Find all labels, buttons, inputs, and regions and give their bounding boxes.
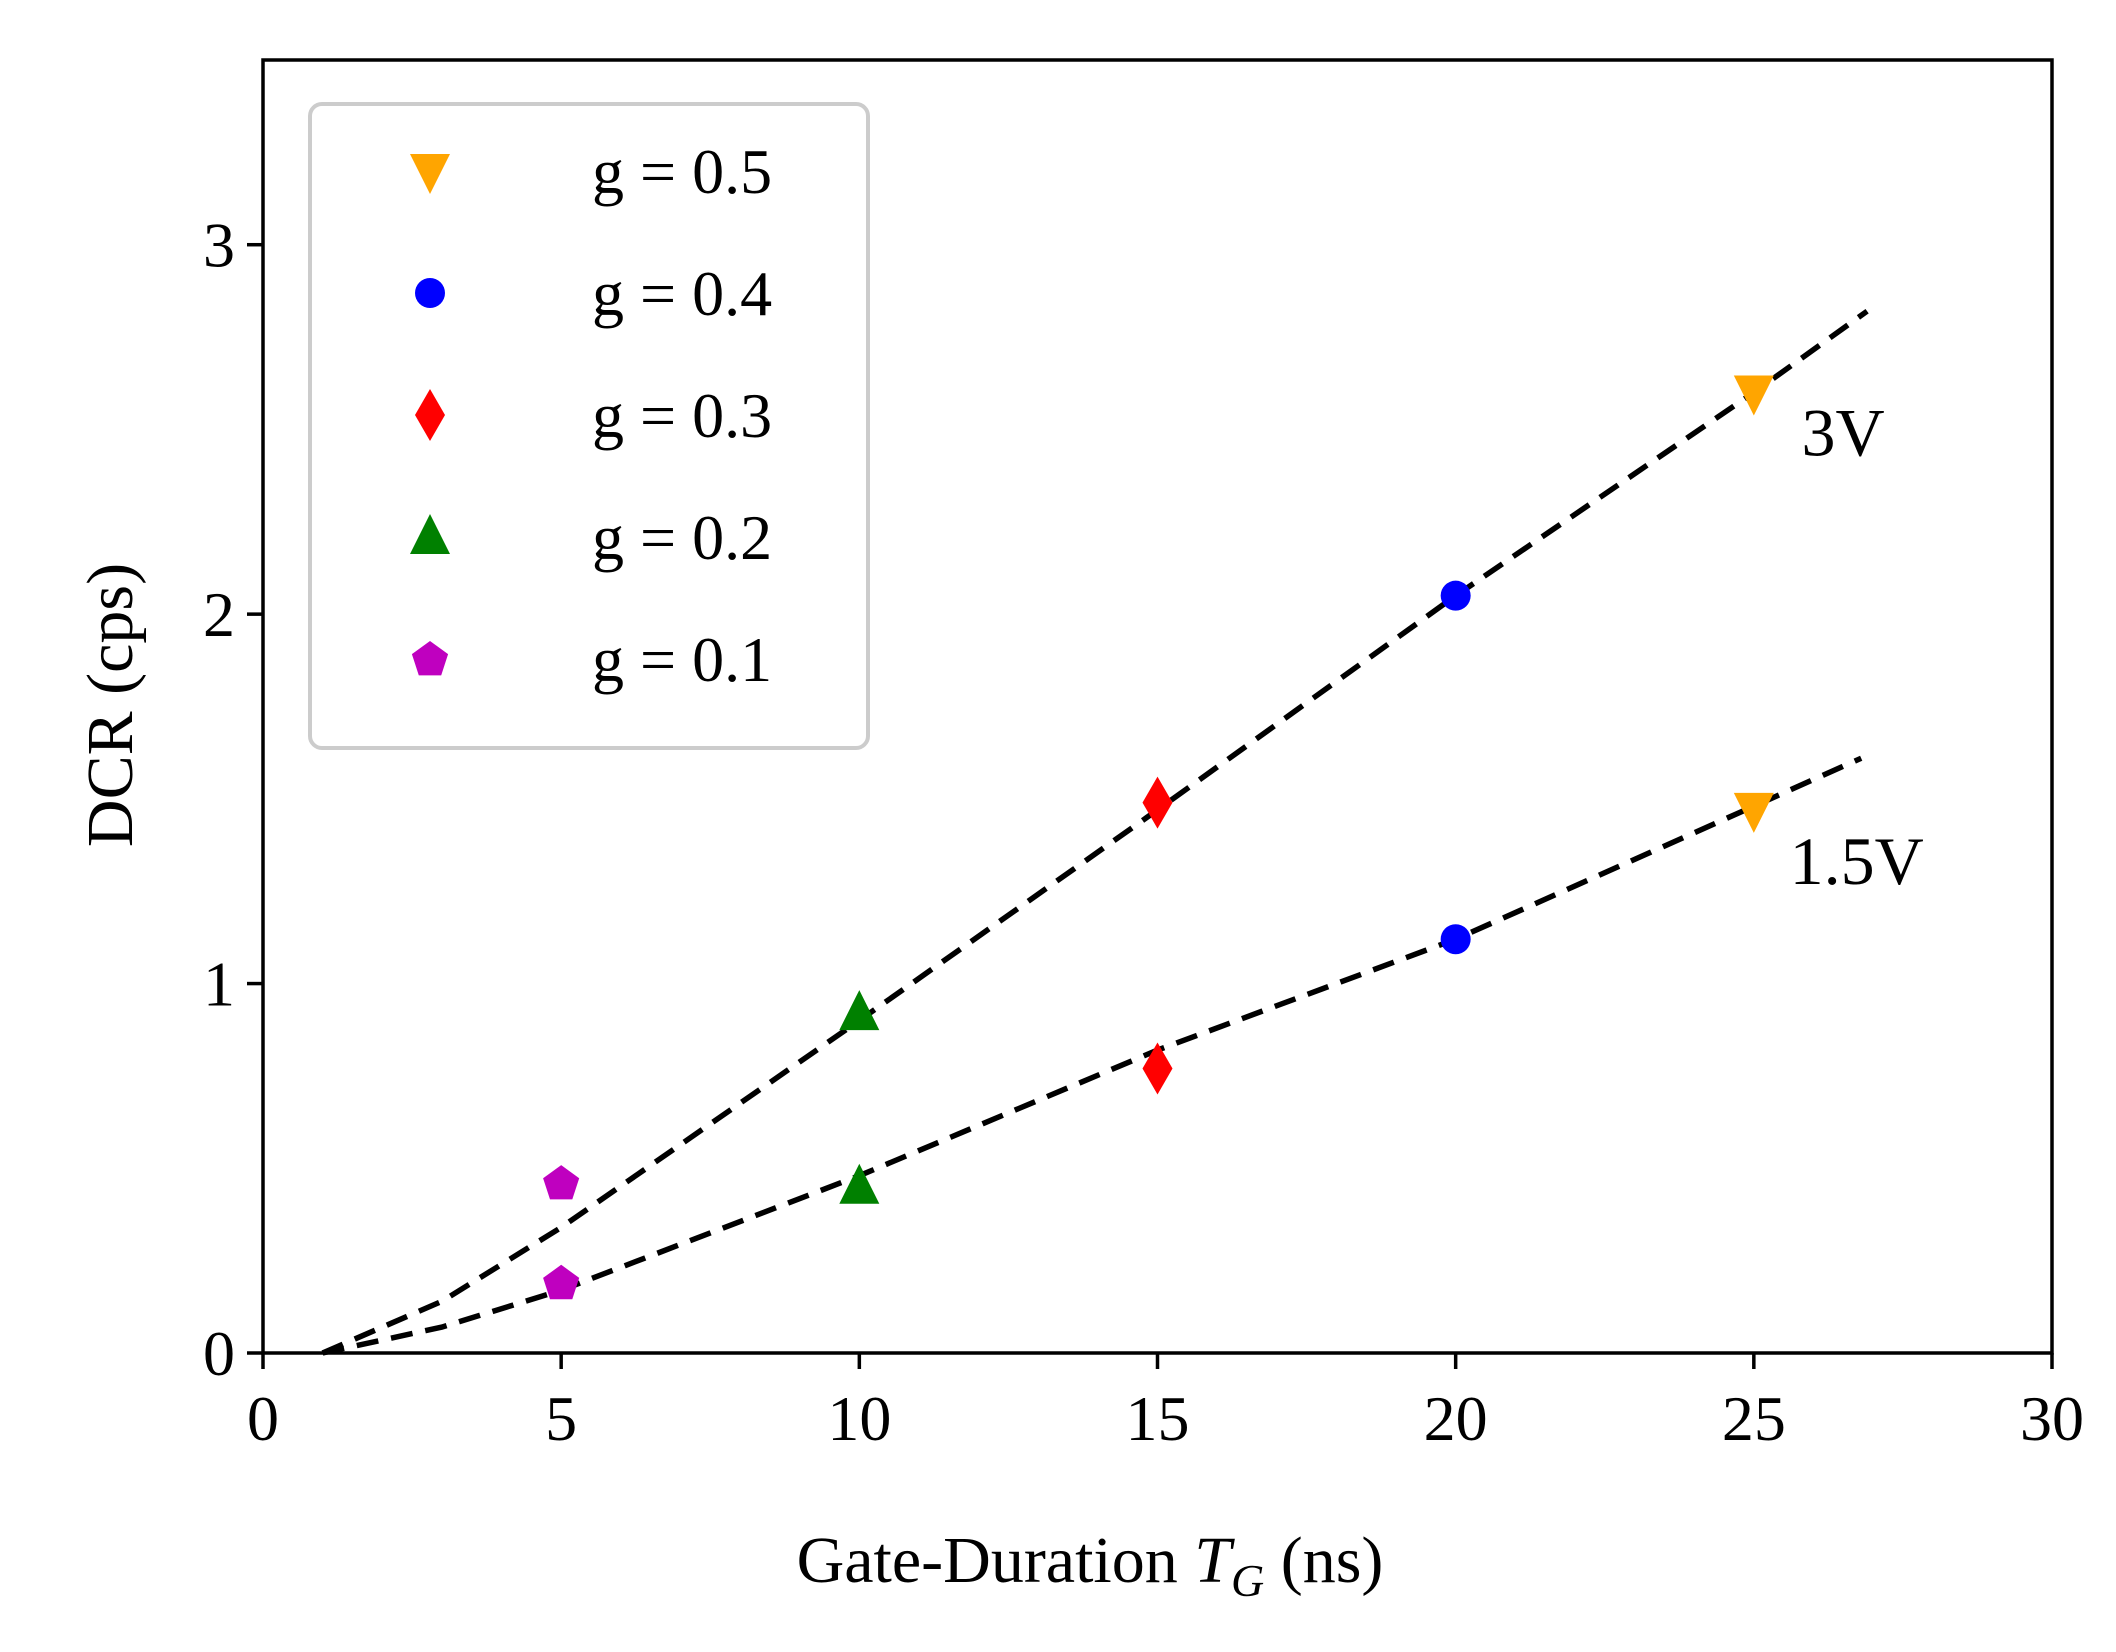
legend-marker-pentagon [411,641,449,676]
x-tick-label: 5 [545,1383,577,1454]
data-point-diamond [1142,1042,1173,1095]
data-point-pentagon [543,1264,580,1300]
y-axis-label: DCR (cps) [74,563,147,847]
y-tick-label: 0 [203,1318,235,1389]
y-tick-label: 3 [203,210,235,281]
legend-marker-triangle-up [410,514,450,554]
legend-label: g = 0.3 [592,380,772,451]
legend-label: g = 0.2 [592,502,772,573]
x-axis-label-unit: (ns) [1264,1524,1383,1597]
data-point-circle [1440,924,1471,955]
y-tick-label: 2 [203,579,235,650]
data-point-triangle-down [1733,792,1774,833]
x-tick-label: 20 [1424,1383,1488,1454]
data-point-triangle-up [839,1163,880,1204]
x-tick-label: 25 [1722,1383,1786,1454]
legend-marker-triangle-down [410,154,450,194]
y-tick-label: 1 [203,949,235,1020]
line-annotations: 3V 1.5V [1790,394,1924,899]
y-axis: 0 1 2 3 [203,210,263,1389]
line-label-1.5v: 1.5V [1790,823,1924,899]
data-point-circle [1440,580,1471,611]
legend-label: g = 0.4 [592,258,772,329]
x-tick-label: 30 [2020,1383,2084,1454]
fit-lines [321,308,1869,1356]
x-axis-label-subscript: G [1231,1555,1264,1606]
x-tick-label: 10 [827,1383,891,1454]
fit-line-3v [321,308,1869,1356]
legend-marker-circle [415,278,445,308]
data-markers [543,375,1774,1300]
legend-marker-diamond [415,389,445,441]
legend: g = 0.5 g = 0.4 g = 0.3 g = 0.2 g = 0.1 [308,102,870,750]
fit-line-1.5v [322,755,1863,1356]
line-label-3v: 3V [1802,394,1885,470]
x-tick-label: 15 [1126,1383,1190,1454]
legend-box [308,102,870,750]
x-axis: 0 5 10 15 20 25 30 [247,1353,2084,1454]
x-axis-label-main: Gate-Duration [797,1524,1195,1597]
legend-label: g = 0.5 [592,136,772,207]
data-point-triangle-up [839,990,880,1031]
x-tick-label: 0 [247,1383,279,1454]
x-axis-label-symbol: T [1194,1524,1235,1597]
x-axis-label: Gate-Duration TG (ns) [797,1524,1384,1606]
data-point-diamond [1142,776,1173,829]
data-point-triangle-down [1733,375,1774,416]
data-point-pentagon [543,1165,580,1200]
legend-label: g = 0.1 [592,624,772,695]
